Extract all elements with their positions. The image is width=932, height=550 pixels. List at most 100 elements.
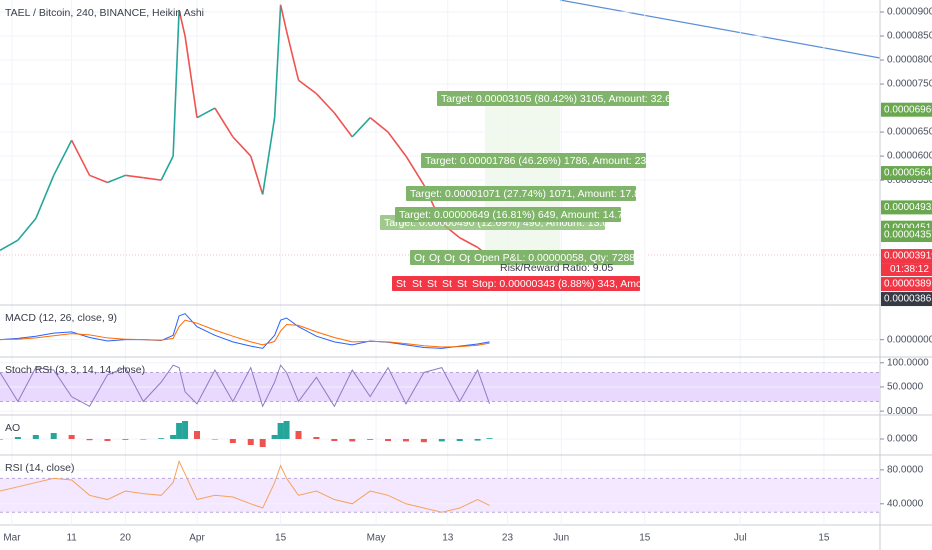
y-tick-label: 0.0000	[887, 406, 918, 417]
price-segment	[17, 218, 37, 241]
ao-bar	[313, 437, 320, 439]
price-label-bg	[881, 292, 932, 307]
ao-bar	[456, 439, 463, 441]
price-segment	[298, 79, 317, 95]
risk-reward: Risk/Reward Ratio: 9.05	[500, 262, 613, 274]
annotation-text: Op	[429, 252, 443, 264]
annotation-text: Target: 0.00003105 (80.42%) 3105, Amount…	[441, 93, 677, 105]
annotation-text: Open P&L: 0.00000058, Qty: 728862	[474, 252, 647, 264]
ao-bar	[170, 435, 177, 439]
ao-bar	[247, 439, 254, 445]
annotation-box	[468, 276, 640, 291]
annotation-box	[408, 276, 426, 291]
ao-bar	[229, 439, 236, 443]
ao-bar	[194, 431, 201, 439]
price-label: 0.00003861	[884, 294, 932, 305]
price-label: 0.00004357	[884, 230, 932, 241]
y-tick-label: 100.0000	[887, 357, 929, 368]
x-tick-label: 13	[442, 533, 454, 544]
x-tick-label: 20	[120, 533, 132, 544]
y-tick-label: 0.0000	[887, 434, 918, 445]
price-label-bg	[881, 166, 932, 181]
price-segment	[333, 112, 353, 138]
ao-bar	[0, 439, 3, 440]
price-segment	[261, 117, 276, 195]
ao-bar	[271, 435, 278, 439]
trend-line	[559, 0, 881, 59]
ao-bar	[176, 423, 183, 439]
price-segment	[184, 35, 198, 118]
annotation-box	[395, 207, 621, 222]
price-segment	[369, 117, 389, 133]
price-label-bg	[881, 228, 932, 243]
price-segment	[107, 174, 126, 184]
price-label: 0.0000451	[884, 222, 932, 233]
price-segment	[196, 107, 216, 119]
annotation-box	[421, 153, 646, 168]
ao-bar	[50, 433, 57, 439]
ao-bar	[438, 439, 445, 442]
annotation-box	[406, 186, 636, 201]
annotation-text: St	[427, 278, 437, 290]
ao-bar	[158, 438, 165, 439]
annotation-box	[438, 276, 456, 291]
x-tick-label: May	[367, 533, 386, 544]
price-label: 0.00006966	[884, 104, 932, 115]
x-tick-label: 23	[502, 533, 514, 544]
x-tick-label: 15	[275, 533, 287, 544]
price-segment	[172, 10, 180, 157]
annotation-text: Target: 0.00001786 (46.26%) 1786, Amount…	[425, 155, 661, 167]
y-tick-label: 50.0000	[887, 382, 924, 393]
price-segment	[143, 176, 162, 181]
price-label-bg	[881, 102, 932, 117]
annotation-text: St	[442, 278, 452, 290]
target-zone	[485, 95, 560, 255]
price-segment	[387, 131, 407, 157]
price-segment	[351, 117, 371, 138]
ao-bar	[14, 437, 21, 439]
annotation-box	[392, 276, 410, 291]
price-segment	[459, 237, 478, 249]
y-tick-label: 0.00005500	[887, 175, 932, 186]
panel-legend: AO	[5, 422, 20, 434]
ao-bar	[402, 439, 409, 442]
ao-bar	[122, 439, 129, 440]
annotation-text: St	[412, 278, 422, 290]
price-label-bg	[881, 200, 932, 215]
countdown-bg	[881, 263, 932, 277]
y-tick-label: 80.0000	[887, 464, 924, 475]
price-segment	[89, 174, 108, 184]
annotation-box	[437, 91, 669, 106]
panel-legend: TAEL / Bitcoin, 240, BINANCE, Heikin Ash…	[5, 7, 204, 19]
price-segment	[273, 4, 282, 118]
band	[0, 478, 880, 513]
ao-bar	[331, 439, 338, 441]
x-tick-label: Mar	[3, 533, 21, 544]
x-tick-label: Apr	[189, 533, 205, 544]
price-segment	[70, 139, 91, 176]
annotations: Target: 0.00000490 (12.69%) 490, Amount:…	[380, 91, 677, 291]
panel-legend: Stoch RSI (3, 3, 14, 14, close)	[5, 364, 145, 376]
ao-bar	[86, 439, 93, 441]
ao-bar	[277, 423, 284, 439]
price-segment	[285, 31, 300, 81]
ao-bar	[211, 439, 218, 440]
annotation-text: Target: 0.00000649 (16.81%) 649, Amount:…	[399, 209, 629, 221]
indicator-line	[0, 313, 490, 349]
x-tick-label: 11	[66, 533, 77, 544]
y-tick-label: 40.0000	[887, 498, 924, 509]
countdown: 01:38:12	[890, 264, 929, 275]
price-label: 0.00003919	[884, 251, 932, 262]
ao-bar	[486, 438, 493, 439]
ao-bar	[367, 439, 374, 440]
ao-bar	[32, 435, 39, 439]
ao-bar	[182, 421, 189, 439]
ao-bar	[68, 435, 75, 439]
price-segment	[279, 4, 288, 32]
